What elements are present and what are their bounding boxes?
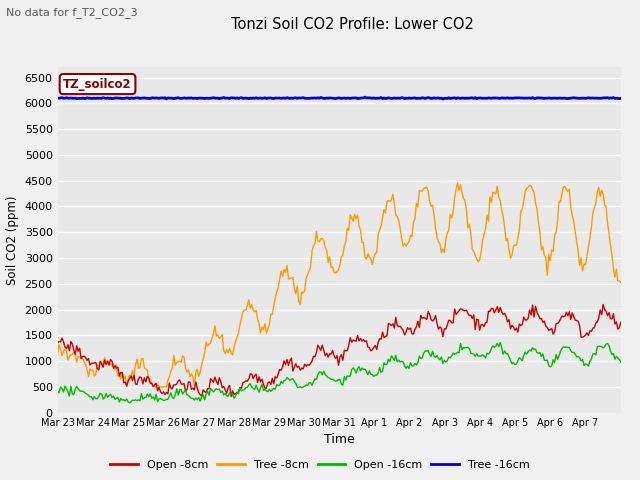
Text: No data for f_T2_CO2_3: No data for f_T2_CO2_3 [6, 7, 138, 18]
X-axis label: Time: Time [324, 433, 355, 446]
Text: Tonzi Soil CO2 Profile: Lower CO2: Tonzi Soil CO2 Profile: Lower CO2 [230, 17, 474, 32]
Y-axis label: Soil CO2 (ppm): Soil CO2 (ppm) [6, 195, 19, 285]
Text: TZ_soilco2: TZ_soilco2 [63, 78, 132, 91]
Legend: Open -8cm, Tree -8cm, Open -16cm, Tree -16cm: Open -8cm, Tree -8cm, Open -16cm, Tree -… [106, 456, 534, 474]
